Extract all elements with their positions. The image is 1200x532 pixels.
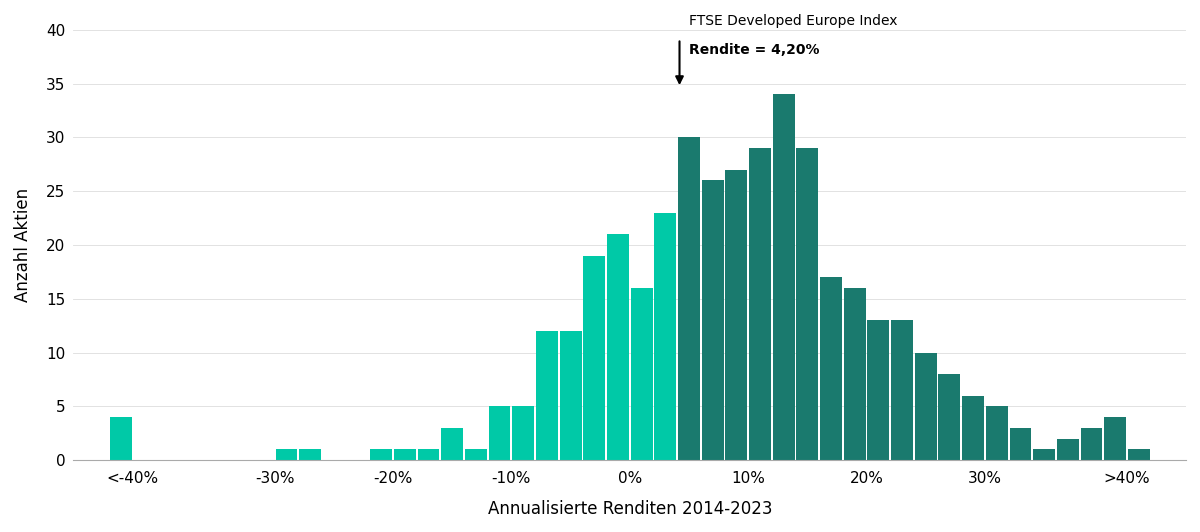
Bar: [466, 450, 487, 460]
Bar: [1057, 438, 1079, 460]
Bar: [868, 320, 889, 460]
Bar: [797, 148, 818, 460]
Bar: [773, 95, 794, 460]
Bar: [1033, 450, 1055, 460]
Bar: [844, 288, 865, 460]
Bar: [559, 331, 582, 460]
Bar: [442, 428, 463, 460]
Bar: [276, 450, 298, 460]
Bar: [1128, 450, 1150, 460]
Text: FTSE Developed Europe Index: FTSE Developed Europe Index: [689, 14, 898, 28]
Bar: [394, 450, 415, 460]
Bar: [678, 137, 700, 460]
Bar: [512, 406, 534, 460]
Bar: [583, 256, 605, 460]
Y-axis label: Anzahl Aktien: Anzahl Aktien: [14, 188, 32, 302]
Bar: [962, 396, 984, 460]
Bar: [299, 450, 322, 460]
Bar: [892, 320, 913, 460]
Bar: [1080, 428, 1103, 460]
Bar: [607, 234, 629, 460]
Bar: [110, 417, 132, 460]
Bar: [1104, 417, 1126, 460]
X-axis label: Annualisierte Renditen 2014-2023: Annualisierte Renditen 2014-2023: [487, 500, 772, 518]
Bar: [820, 277, 842, 460]
Bar: [914, 353, 936, 460]
Bar: [749, 148, 770, 460]
Bar: [536, 331, 558, 460]
Bar: [938, 374, 960, 460]
Bar: [631, 288, 653, 460]
Bar: [654, 213, 676, 460]
Bar: [418, 450, 439, 460]
Bar: [488, 406, 510, 460]
Bar: [986, 406, 1008, 460]
Bar: [702, 180, 724, 460]
Bar: [726, 170, 748, 460]
Bar: [1009, 428, 1031, 460]
Bar: [371, 450, 392, 460]
Text: Rendite = 4,20%: Rendite = 4,20%: [689, 43, 820, 57]
